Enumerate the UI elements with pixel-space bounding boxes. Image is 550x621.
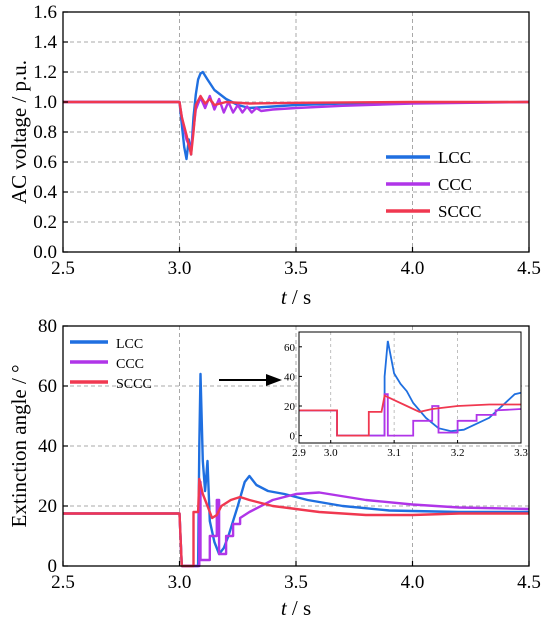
x-tick-label: 4.5 [517, 258, 541, 279]
legend-label-lcc: LCC [116, 337, 143, 352]
x-axis-unit: / s [287, 596, 312, 620]
legend-label-ccc: CCC [438, 175, 472, 194]
inset-series-ccc [299, 393, 522, 437]
y-tick-label: 0.8 [33, 122, 57, 143]
inset-x-tick-label: 2.9 [292, 447, 306, 459]
inset-chart: 2.9 3.0 3.1 3.2 3.3 0 20 40 60 [284, 331, 528, 459]
x-tick-label: 4.0 [401, 258, 425, 279]
legend-label-lcc: LCC [438, 148, 471, 167]
y-tick-label: 0 [48, 556, 58, 577]
y-tick-label: 0.0 [33, 242, 57, 263]
x-tick-label: 4.5 [517, 572, 541, 593]
y-axis-label: Extinction angle / ° [7, 365, 31, 528]
x-axis-unit: / s [287, 285, 312, 309]
series-line-sccc [63, 477, 529, 568]
x-tick-label: 3.5 [284, 258, 308, 279]
y-tick-label: 0.2 [33, 212, 57, 233]
legend: LCC CCC SCCC [70, 337, 152, 392]
x-axis-variable: t [281, 596, 288, 620]
x-tick-label: 2.5 [51, 258, 75, 279]
inset-y-tick-label: 0 [290, 431, 296, 443]
legend-label-ccc: CCC [116, 357, 144, 372]
x-tick-label: 3.0 [168, 572, 192, 593]
legend-label-sccc: SCCC [438, 202, 481, 221]
y-tick-label: 40 [38, 436, 57, 457]
x-tick-label: 4.0 [401, 572, 425, 593]
x-tick-label: 3.0 [168, 258, 192, 279]
legend-label-sccc: SCCC [116, 377, 152, 392]
y-tick-label: 20 [38, 496, 57, 517]
inset-background [299, 332, 521, 443]
x-axis-label: t / s [281, 596, 311, 620]
y-tick-label: 1.4 [33, 32, 57, 53]
voltage-chart: 2.5 3.0 3.5 4.0 4.5 0.0 0.2 0.4 0.6 0.8 1.0 1.2 1.4 1… [7, 2, 541, 309]
inset-x-tick-label: 3.3 [514, 447, 528, 459]
series-line-sccc [63, 94, 529, 156]
extinction-angle-chart: 2.5 3.0 3.5 4.0 4.5 0 20 40 60 80 t / s Extinction … [7, 316, 541, 620]
inset-y-tick-label: 20 [284, 401, 296, 413]
zoom-arrow-head [266, 374, 282, 386]
inset-y-tick-label: 60 [284, 342, 296, 354]
inset-x-tick-label: 3.2 [451, 447, 465, 459]
x-tick-label: 3.5 [284, 572, 308, 593]
x-tick-label: 2.5 [51, 572, 75, 593]
zoom-arrow [219, 374, 282, 386]
inset-series-sccc [299, 394, 521, 437]
inset-x-tick-label: 3.0 [324, 447, 338, 459]
series-line-lcc [63, 372, 529, 568]
y-tick-label: 80 [38, 316, 57, 337]
x-axis-variable: t [281, 285, 288, 309]
y-tick-label: 1.0 [33, 92, 57, 113]
y-tick-label: 1.2 [33, 62, 57, 83]
legend: LCC CCC SCCC [386, 148, 481, 221]
inset-frame [298, 331, 522, 444]
y-tick-label: 0.6 [33, 152, 57, 173]
inset-x-tick-label: 3.1 [387, 447, 401, 459]
y-tick-label: 0.4 [33, 182, 57, 203]
inset-y-tick-label: 40 [284, 371, 296, 383]
y-tick-label: 60 [38, 376, 57, 397]
y-tick-label: 1.6 [33, 2, 57, 23]
x-axis-label: t / s [281, 285, 311, 309]
y-axis-label: AC voltage / p.u. [7, 60, 31, 204]
series-line-lcc [63, 70, 530, 161]
